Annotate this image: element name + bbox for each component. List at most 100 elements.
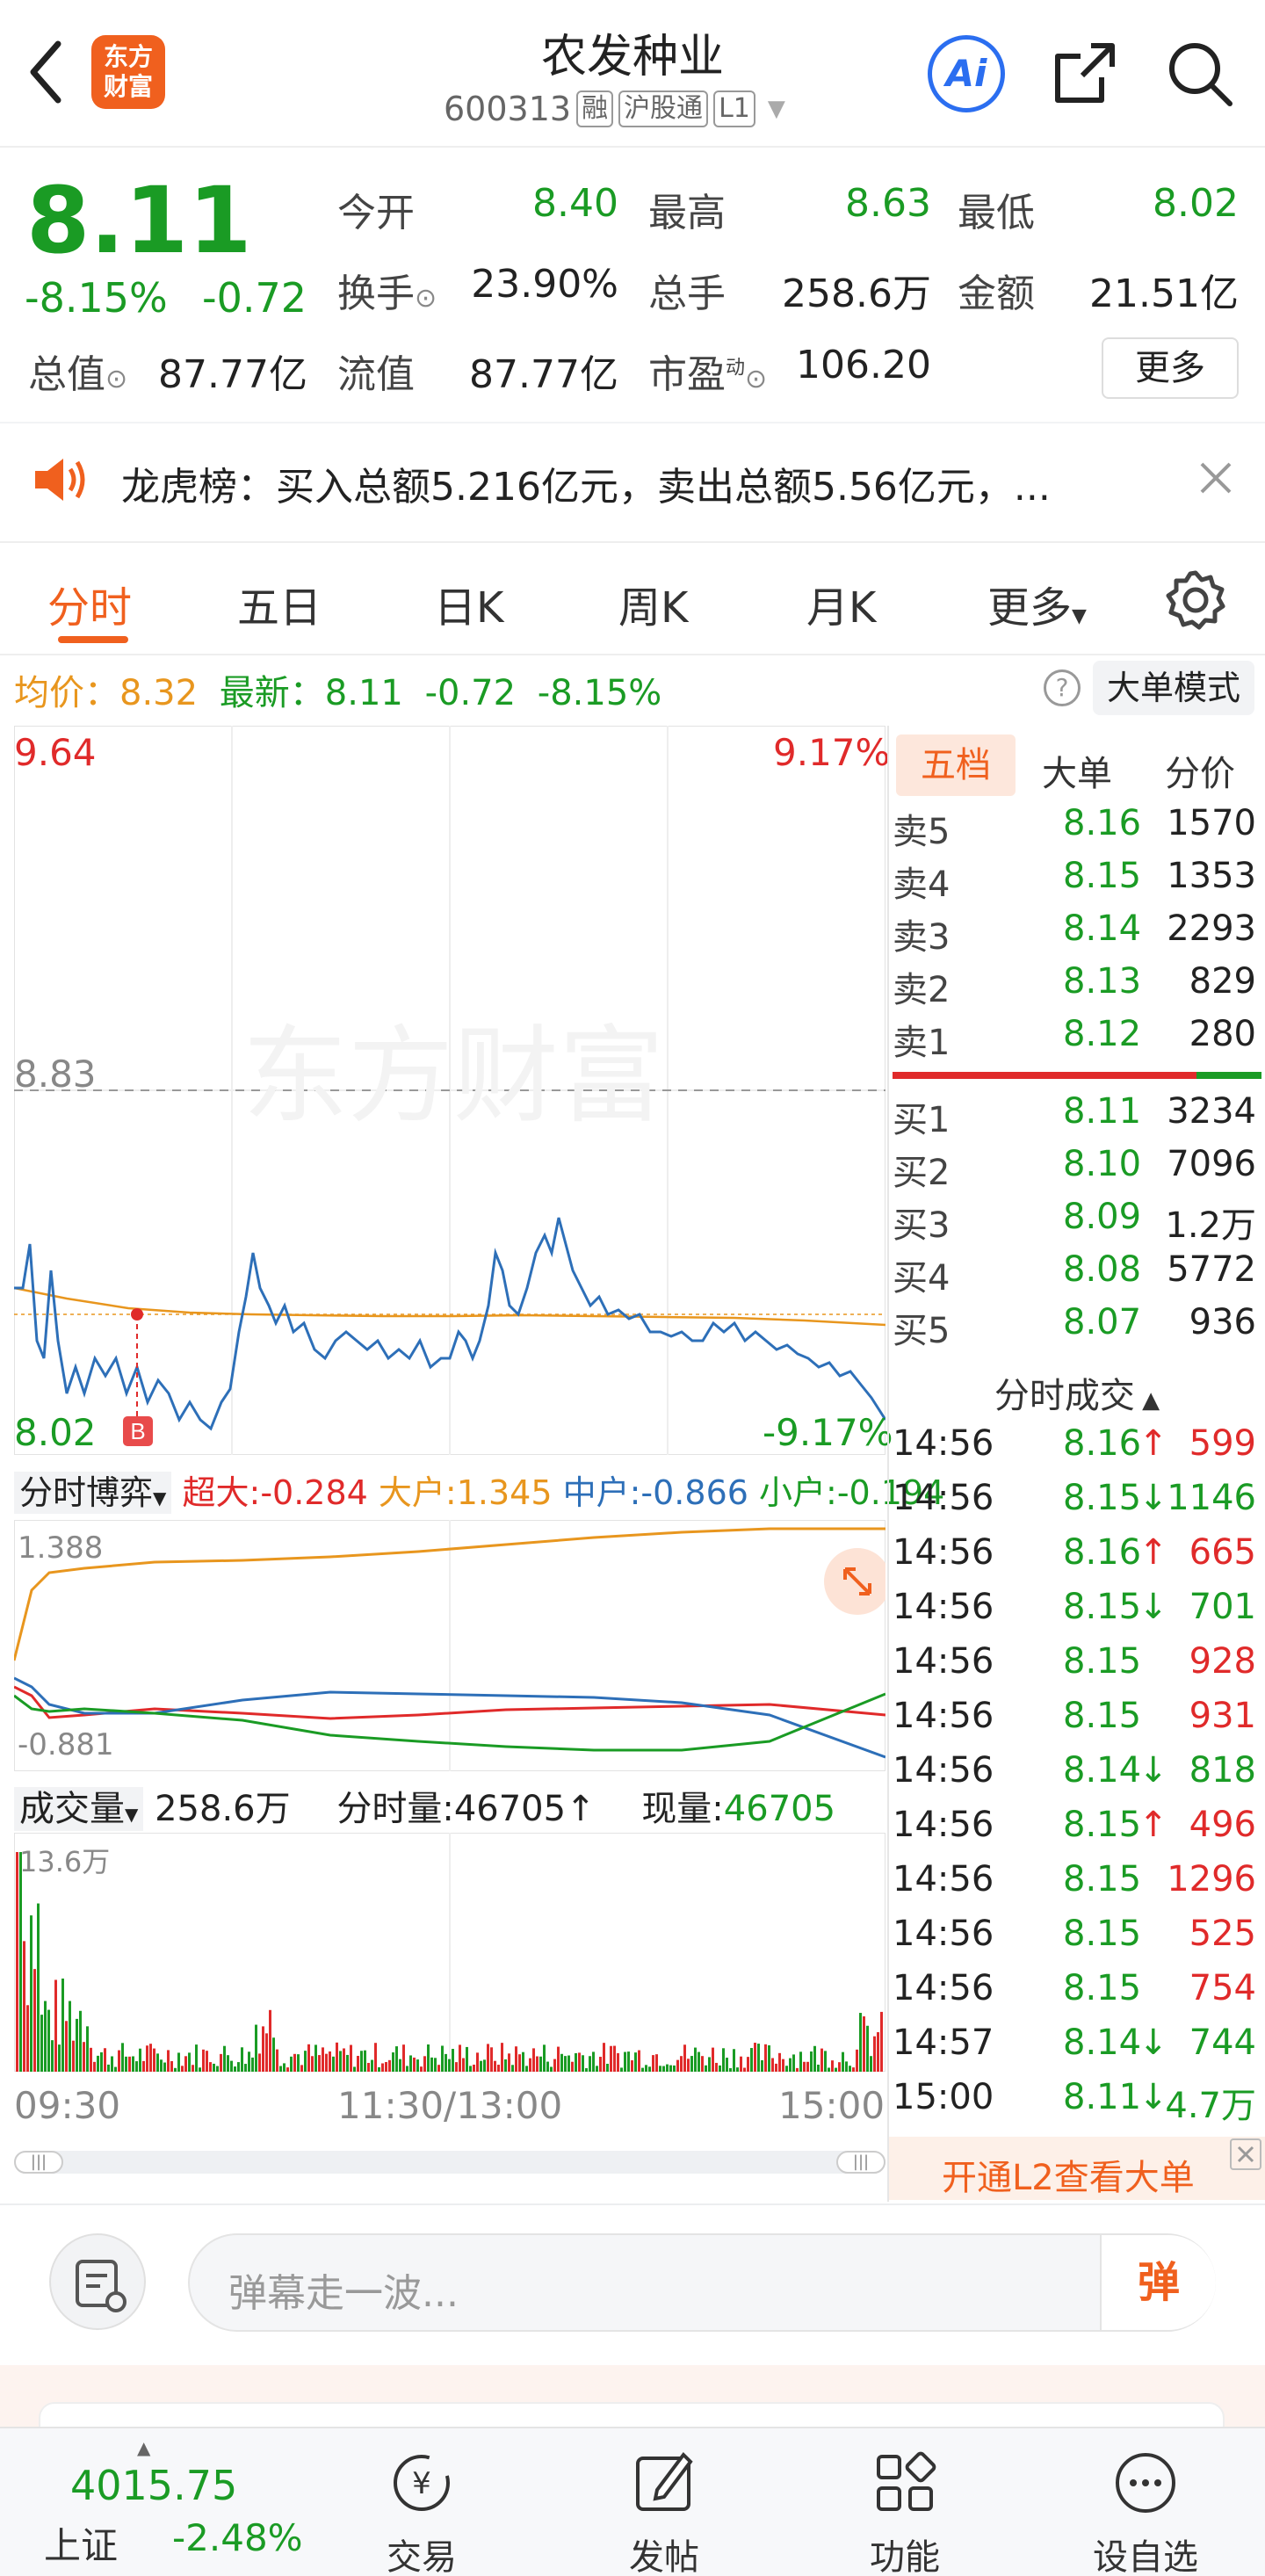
volume-bar <box>307 2044 310 2072</box>
scroll-handle-left[interactable]: ||| <box>14 2151 63 2174</box>
danmu-toggle-button[interactable]: 弹 <box>1100 2235 1216 2330</box>
help-icon[interactable]: ? <box>1044 669 1081 706</box>
index-value: 4015.75 <box>70 2462 238 2509</box>
volume-label: 总手 <box>648 271 726 316</box>
tab-5day[interactable]: 五日 <box>237 583 322 633</box>
buy-marker-label: B <box>130 1418 145 1444</box>
index-ticker[interactable]: ▲ 4015.75 上证 -2.48% <box>35 2437 316 2569</box>
volume-bar <box>733 2049 735 2072</box>
bid-price: 8.10 <box>1063 1144 1142 1184</box>
volume-bar <box>353 2066 356 2072</box>
volume-bar <box>146 2045 148 2072</box>
volume-bar <box>455 2062 458 2072</box>
order-tab-price[interactable]: 分价 <box>1165 754 1235 794</box>
close-icon[interactable] <box>1230 2138 1261 2170</box>
chevron-down-icon[interactable]: ▼ <box>767 96 785 122</box>
tab-more[interactable]: 更多▼ <box>987 583 1087 633</box>
bid-row[interactable]: 买4 8.08 5772 <box>893 1242 1261 1299</box>
notice-text: 龙虎榜：买入总额5.216亿元，卖出总额5.56亿元，... <box>121 465 1051 510</box>
volume-bar <box>518 2054 521 2072</box>
volume-bar <box>437 2065 440 2072</box>
tab-monthly[interactable]: 月K <box>806 583 877 633</box>
ask-row[interactable]: 卖2 8.13 829 <box>893 954 1261 1010</box>
volume-bar <box>156 2053 159 2072</box>
tab-weekly[interactable]: 周K <box>618 583 689 633</box>
big-order-mode-button[interactable]: 大单模式 <box>1093 661 1254 715</box>
bid-row[interactable]: 买5 8.07 936 <box>893 1295 1261 1351</box>
volume-bar <box>350 2044 352 2072</box>
volume-selector[interactable]: 成交量▼ <box>14 1787 144 1831</box>
grid-icon <box>877 2451 936 2511</box>
change-amount: -0.72 <box>202 274 307 322</box>
bid-row[interactable]: 买1 8.11 3234 <box>893 1084 1261 1140</box>
volume-bar <box>170 2060 173 2072</box>
volume-bar <box>265 2033 268 2072</box>
info-icon[interactable]: ⊙ <box>105 364 128 394</box>
info-icon[interactable]: ⊙ <box>415 283 437 314</box>
volume-bar <box>838 2062 841 2072</box>
volume-bar <box>659 2066 661 2072</box>
fund-flow-selector[interactable]: 分时博弈▼ <box>14 1472 172 1514</box>
info-icon[interactable]: ⊙ <box>745 364 768 394</box>
volume-bar <box>592 2051 595 2072</box>
price-chart[interactable]: B 东方财富 <box>14 726 886 1455</box>
volume-bar <box>388 2059 391 2072</box>
volume-bar <box>571 2061 574 2072</box>
bid-volume: 936 <box>1189 1302 1256 1342</box>
tick-time: 14:56 <box>893 1532 994 1573</box>
volume-bar <box>754 2043 756 2072</box>
search-icon[interactable] <box>1165 39 1235 109</box>
volume-bar <box>385 2062 387 2072</box>
volume-chart[interactable] <box>14 1833 886 2072</box>
scroll-handle-right[interactable]: ||| <box>836 2151 886 2174</box>
low-value: 8.02 <box>1153 181 1239 226</box>
tick-price: 8.15 <box>1063 1478 1142 1518</box>
tick-volume: 599 <box>1189 1423 1256 1464</box>
fund-y-top: 1.388 <box>18 1530 104 1566</box>
volume-bar <box>90 2047 92 2072</box>
volume-bar <box>72 2040 75 2072</box>
ai-button[interactable]: Ai <box>928 35 1005 112</box>
volume-bar <box>61 1978 64 2072</box>
tab-intraday[interactable]: 分时 <box>47 583 133 633</box>
ask-row[interactable]: 卖3 8.14 2293 <box>893 901 1261 958</box>
ask-row[interactable]: 卖1 8.12 280 <box>893 1007 1261 1063</box>
settings-icon[interactable] <box>1165 569 1226 631</box>
volume-bar <box>251 2057 254 2072</box>
l2-banner[interactable]: 开通L2查看大单 <box>889 2137 1265 2200</box>
expand-icon[interactable] <box>843 1567 871 1596</box>
tick-price: 8.15 <box>1063 1587 1142 1627</box>
volume-bar <box>620 2067 623 2072</box>
comment-settings-button[interactable] <box>49 2233 146 2330</box>
tick-price: 8.14 <box>1063 2022 1142 2063</box>
bid-row[interactable]: 买2 8.10 7096 <box>893 1137 1261 1193</box>
nav-trade[interactable]: ¥ 交易 <box>334 2446 510 2576</box>
more-button[interactable]: 更多 <box>1102 337 1239 399</box>
order-tab-five[interactable]: 五档 <box>896 734 1016 796</box>
volume-bar <box>149 2044 152 2072</box>
nav-add-watchlist[interactable]: 设自选 <box>1058 2446 1233 2576</box>
ask-price: 8.12 <box>1063 1014 1142 1054</box>
nav-post[interactable]: 发帖 <box>576 2446 752 2576</box>
chart-summary: 均价：8.32 最新：8.11 -0.72 -8.15% <box>14 673 662 713</box>
share-icon[interactable] <box>1049 39 1119 109</box>
volume-bar <box>761 2059 763 2072</box>
tick-row: 15:00 8.11 ↓ 4.7万 <box>893 2070 1261 2126</box>
volume-bar <box>128 2056 131 2072</box>
fund-flow-chart[interactable] <box>14 1520 886 1771</box>
tick-time: 14:57 <box>893 2022 994 2063</box>
ask-row[interactable]: 卖4 8.15 1353 <box>893 849 1261 905</box>
tick-time: 14:56 <box>893 1696 994 1736</box>
timeline-scrollbar[interactable]: ||| ||| <box>14 2151 886 2174</box>
order-tab-big[interactable]: 大单 <box>1042 754 1112 794</box>
nav-functions[interactable]: 功能 <box>817 2446 993 2576</box>
danmu-input[interactable]: 弹幕走一波... 弹 <box>188 2233 1216 2332</box>
bid-row[interactable]: 买3 8.09 1.2万 <box>893 1190 1261 1246</box>
buy-marker[interactable] <box>123 1416 153 1446</box>
back-icon[interactable] <box>25 37 69 107</box>
ask-row[interactable]: 卖5 8.16 1570 <box>893 796 1261 852</box>
ticks-title[interactable]: 分时成交 ▲ <box>994 1376 1160 1416</box>
notice-bar[interactable]: 龙虎榜：买入总额5.216亿元，卖出总额5.56亿元，... <box>0 423 1265 538</box>
tab-daily[interactable]: 日K <box>434 583 504 633</box>
close-icon[interactable] <box>1196 459 1235 497</box>
